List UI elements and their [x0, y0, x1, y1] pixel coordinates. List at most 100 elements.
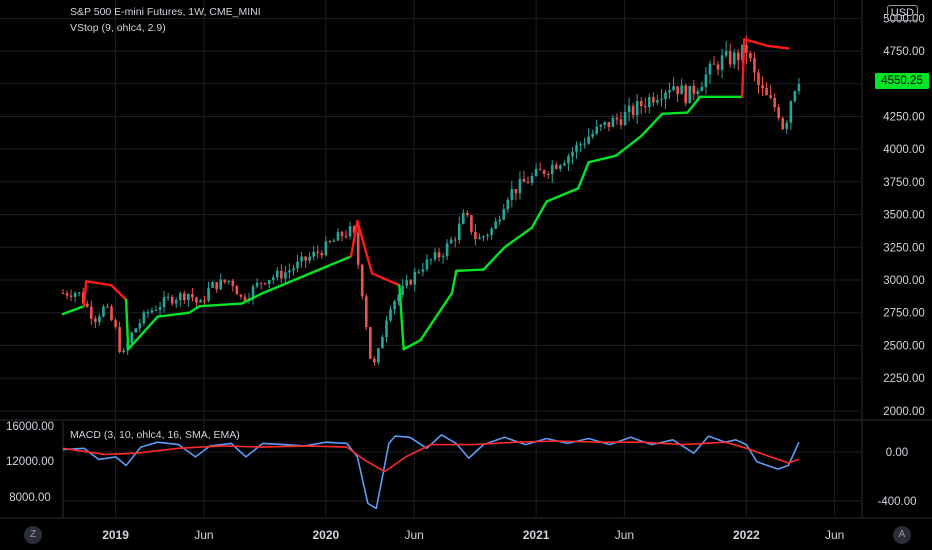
candle-body	[344, 236, 348, 238]
candle-body	[360, 264, 364, 297]
vstop-layer	[61, 38, 790, 351]
vstop-segment	[356, 219, 374, 275]
candle-body	[178, 293, 182, 301]
candle-body	[466, 212, 469, 216]
candle-body	[61, 293, 65, 295]
candle-body	[81, 292, 85, 304]
candle-body	[413, 271, 417, 285]
candle-body	[276, 270, 279, 278]
vstop-segment	[84, 280, 113, 287]
candle-body	[522, 178, 526, 182]
candle-body	[389, 309, 392, 321]
candle-body	[158, 307, 162, 310]
candle-body	[138, 323, 142, 329]
candle-body	[166, 296, 170, 298]
last-price-label: 4550.25	[875, 73, 929, 89]
auto-scale-button[interactable]: A	[893, 526, 911, 544]
candle-body	[797, 84, 801, 92]
candle-body	[417, 271, 421, 273]
currency-button[interactable]: USD	[886, 5, 918, 21]
y-tick-label: 2000.00	[883, 406, 925, 418]
candle-body	[397, 294, 400, 302]
candle-body	[538, 168, 542, 171]
candle-body	[114, 320, 117, 328]
candle-body	[575, 144, 578, 152]
y-tick-label: 2750.00	[883, 308, 925, 320]
candle-body	[619, 119, 623, 126]
candle-body	[643, 106, 647, 108]
candle-body	[482, 236, 485, 238]
x-tick-label: Jun	[404, 528, 423, 542]
candle-body	[65, 293, 69, 296]
candle-body	[603, 121, 607, 125]
candle-body	[635, 101, 639, 116]
candle-body	[526, 181, 530, 184]
candle-body	[320, 252, 324, 256]
vstop-segment	[349, 219, 359, 258]
symbol-title[interactable]: S&P 500 E-mini Futures, 1W, CME_MINI	[70, 6, 261, 18]
candle-body	[789, 101, 793, 123]
candle-body	[676, 86, 679, 95]
candle-body	[664, 92, 667, 100]
vstop-legend[interactable]: VStop (9, ohlc4, 2.9)	[70, 22, 166, 34]
candle-body	[668, 90, 671, 93]
candle-body	[587, 136, 590, 144]
vstop-segment	[450, 269, 458, 295]
candle-body	[312, 251, 315, 257]
candle-body	[627, 105, 631, 113]
candle-body	[550, 164, 554, 175]
grid-lines	[0, 0, 932, 519]
candle-body	[680, 85, 683, 95]
candle-body	[704, 74, 708, 87]
candle-body	[332, 240, 336, 242]
candle-body	[724, 51, 728, 56]
candle-body	[437, 252, 441, 258]
candle-body	[146, 312, 150, 314]
zoom-button[interactable]: Z	[24, 526, 42, 544]
x-tick-label: 2020	[312, 528, 339, 542]
candle-body	[259, 282, 263, 284]
candle-body	[518, 178, 522, 194]
macd-line	[62, 434, 800, 510]
candle-body	[591, 133, 595, 137]
y-tick-label: 4750.00	[883, 46, 925, 58]
candle-body	[453, 239, 457, 241]
candle-body	[308, 256, 311, 261]
candle-body	[745, 44, 748, 54]
candle-body	[207, 287, 210, 301]
candle-body	[102, 306, 105, 317]
vstop-segment	[370, 272, 401, 287]
candle-body	[316, 251, 320, 253]
candle-body	[106, 306, 109, 308]
candle-body	[595, 126, 599, 134]
candle-body	[749, 53, 752, 59]
candle-body	[429, 259, 433, 261]
candle-body	[736, 52, 740, 61]
macd-legend[interactable]: MACD (3, 10, ohlc4, 16, SMA, EMA)	[70, 429, 240, 441]
vstop-segment	[61, 304, 86, 316]
macd-right-tick: 0.00	[886, 447, 908, 459]
macd-left-tick: 8000.00	[9, 492, 51, 504]
candle-body	[433, 252, 437, 260]
candle-body	[381, 337, 384, 349]
vstop-segment	[126, 315, 159, 351]
candle-body	[502, 209, 506, 220]
candle-body	[187, 293, 190, 300]
candle-body	[110, 306, 113, 321]
candle-body	[235, 286, 239, 295]
candle-body	[510, 189, 514, 200]
candle-body	[563, 163, 566, 166]
vstop-segment	[576, 161, 590, 190]
candle-body	[199, 300, 202, 303]
candle-body	[486, 235, 489, 237]
candle-body	[692, 85, 696, 95]
candle-body	[401, 285, 404, 295]
candle-body	[761, 85, 764, 89]
vstop-segment	[454, 268, 485, 273]
candle-body	[324, 241, 328, 256]
vstop-segment	[503, 226, 534, 249]
candle-body	[421, 269, 425, 272]
candle-body	[611, 117, 615, 127]
y-tick-label: 3250.00	[883, 242, 925, 254]
